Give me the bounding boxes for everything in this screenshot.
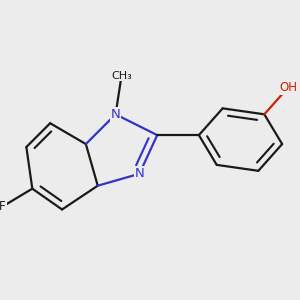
Text: N: N	[111, 108, 121, 121]
Text: N: N	[134, 167, 144, 180]
Text: F: F	[0, 200, 6, 213]
Text: OH: OH	[279, 81, 297, 94]
Text: CH₃: CH₃	[111, 70, 132, 81]
